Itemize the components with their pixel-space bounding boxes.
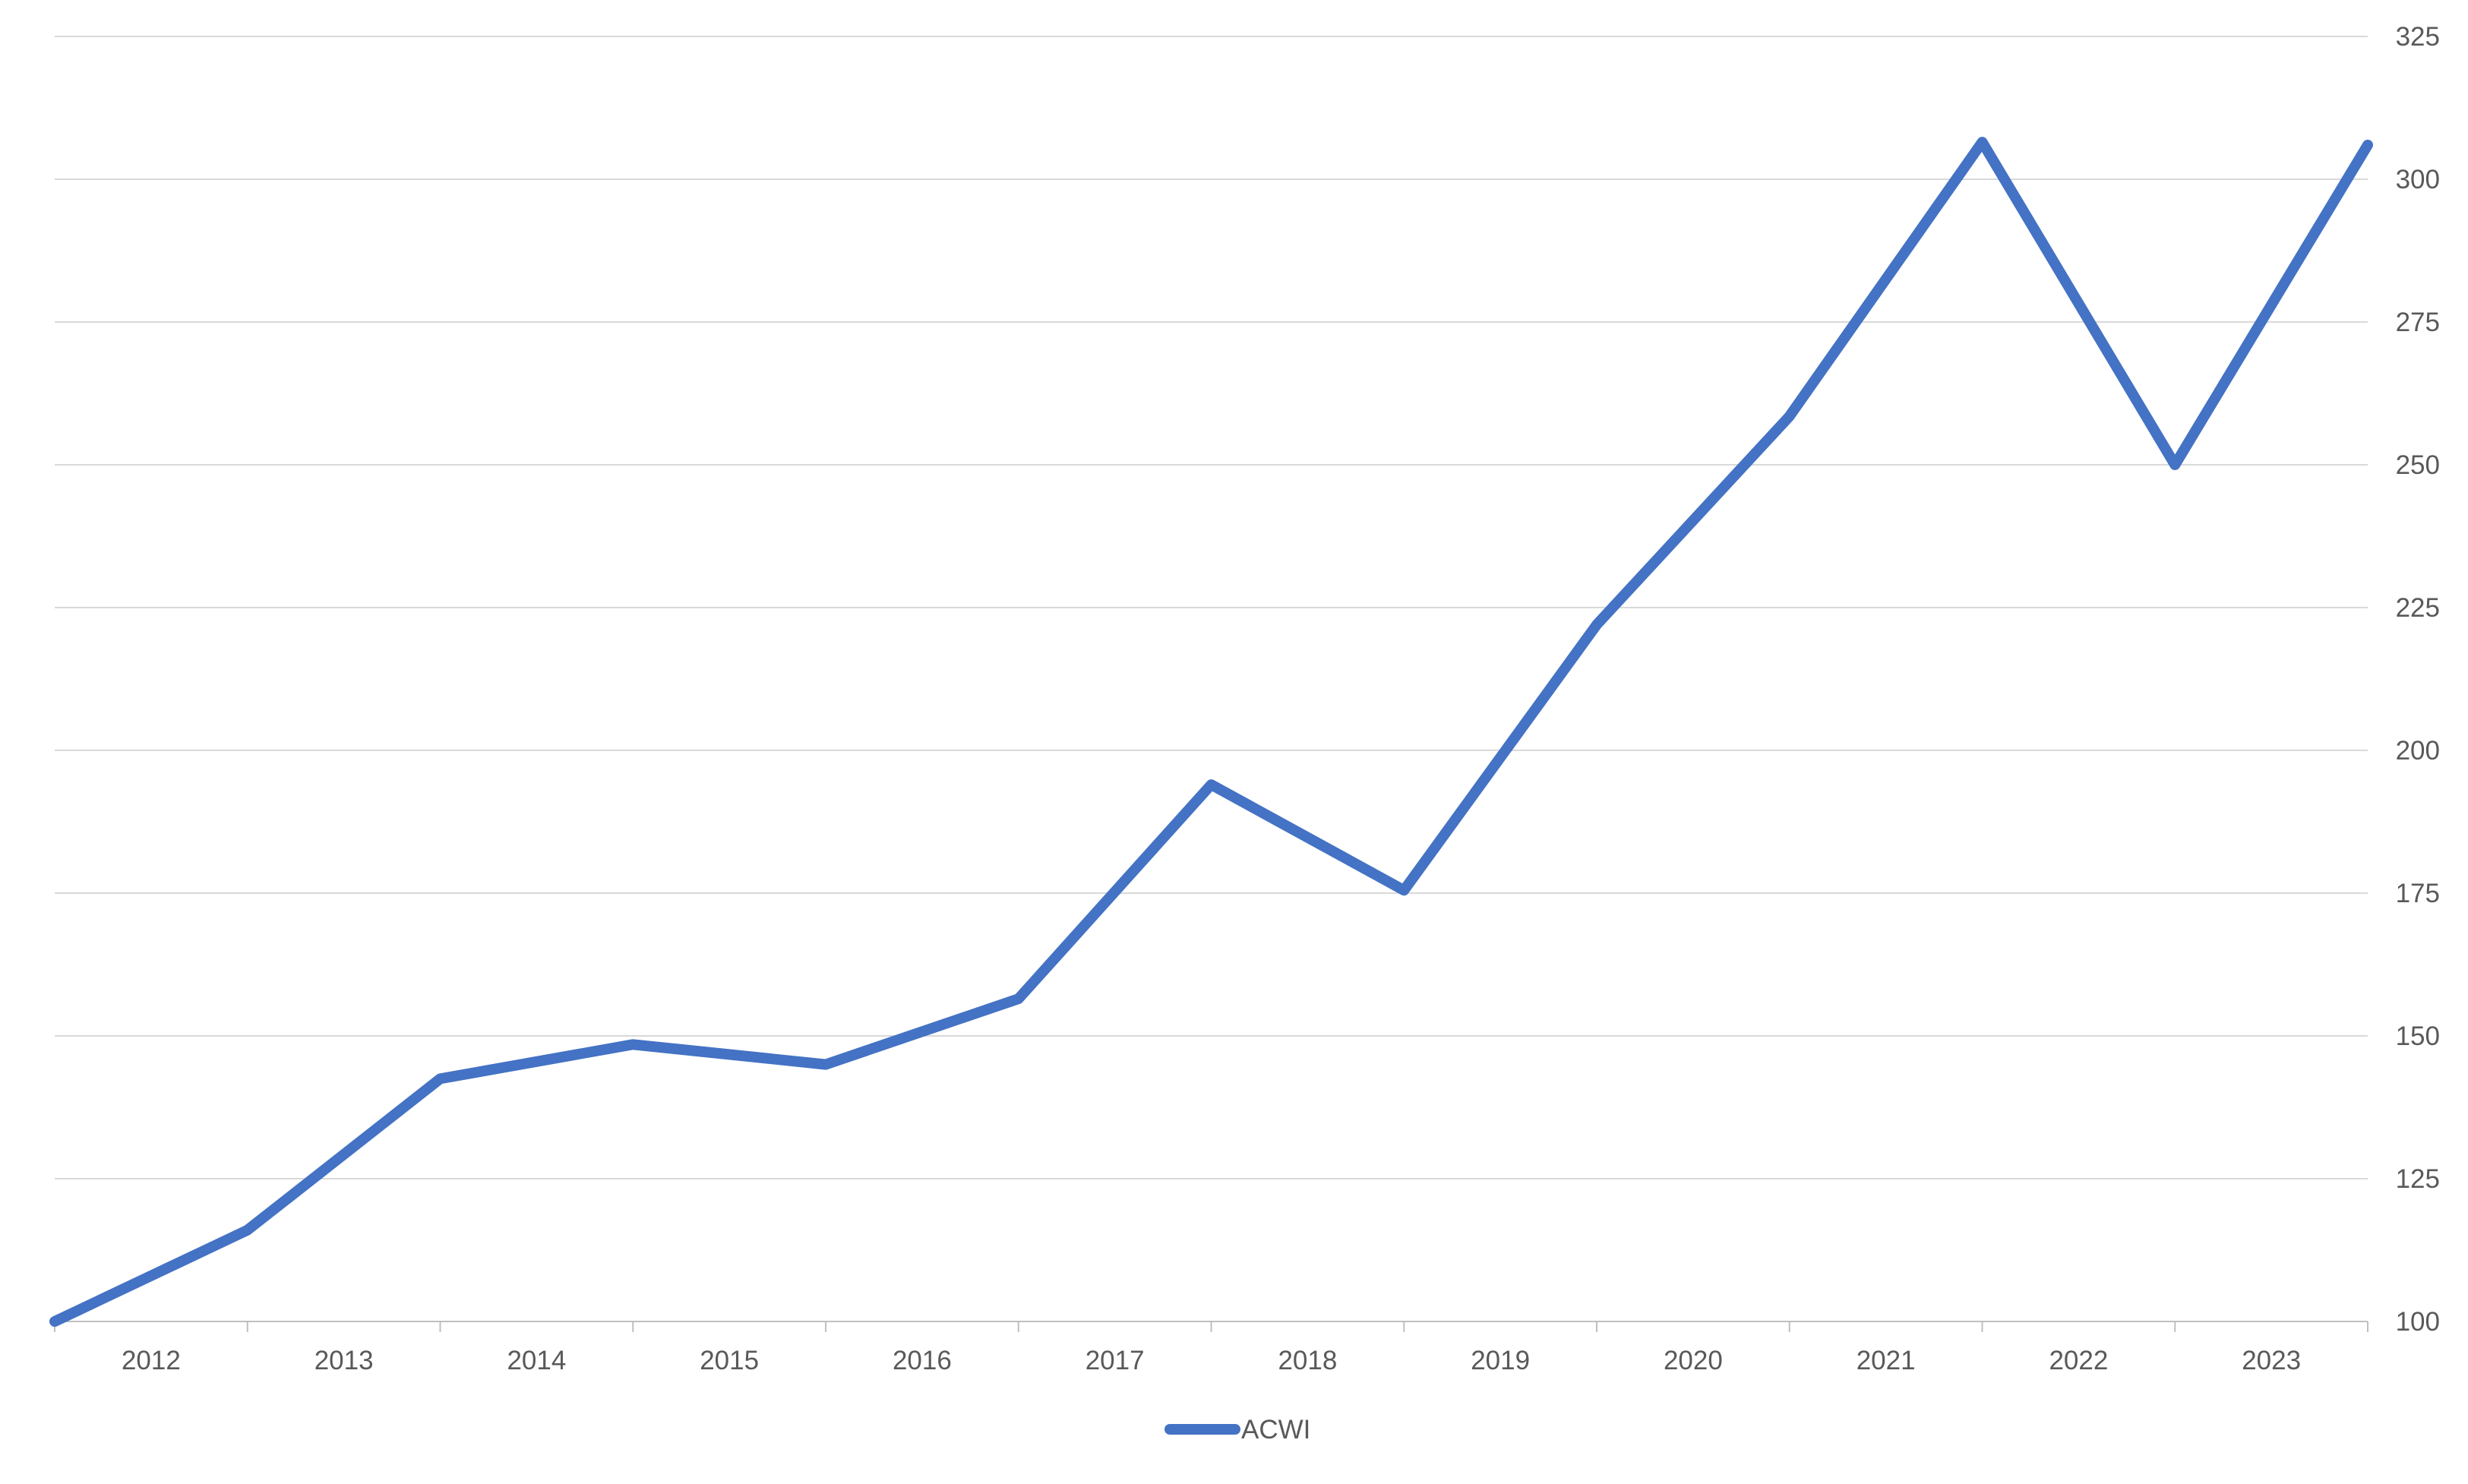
x-tick-label: 2019 [1471,1346,1530,1375]
x-axis: 2012 2013 2014 2015 2016 2017 2018 2019 2020 2021… [54,1321,2368,1375]
series-line-acwi [49,137,2373,1327]
legend-label: ACWI [1241,1415,1310,1445]
y-tick-label: 250 [2396,450,2440,480]
x-tick-label: 2022 [2049,1346,2108,1375]
y-tick-label: 275 [2396,308,2440,337]
y-tick-label: 200 [2396,736,2440,766]
y-tick-label: 300 [2396,165,2440,194]
x-tick-label: 2014 [507,1346,566,1375]
y-axis: 100 125 150 175 200 225 250 275 300 325 [2396,22,2440,1337]
y-tick-label: 100 [2396,1307,2440,1337]
y-tick-label: 125 [2396,1164,2440,1194]
x-tick-label: 2021 [1857,1346,1916,1375]
y-tick-label: 150 [2396,1021,2440,1051]
x-tick-label: 2023 [2242,1346,2301,1375]
x-tick-label: 2015 [700,1346,759,1375]
y-tick-label: 225 [2396,593,2440,623]
x-tick-label: 2016 [893,1346,952,1375]
x-tick-label: 2017 [1085,1346,1145,1375]
y-tick-label: 175 [2396,879,2440,908]
y-tick-label: 325 [2396,22,2440,52]
x-tick-label: 2018 [1278,1346,1337,1375]
x-tick-label: 2012 [122,1346,181,1375]
series-layer [49,137,2373,1327]
legend: ACWI [1164,1415,1310,1445]
x-tick-label: 2013 [314,1346,374,1375]
x-tick-label: 2020 [1664,1346,1723,1375]
gridlines [55,36,2368,1322]
